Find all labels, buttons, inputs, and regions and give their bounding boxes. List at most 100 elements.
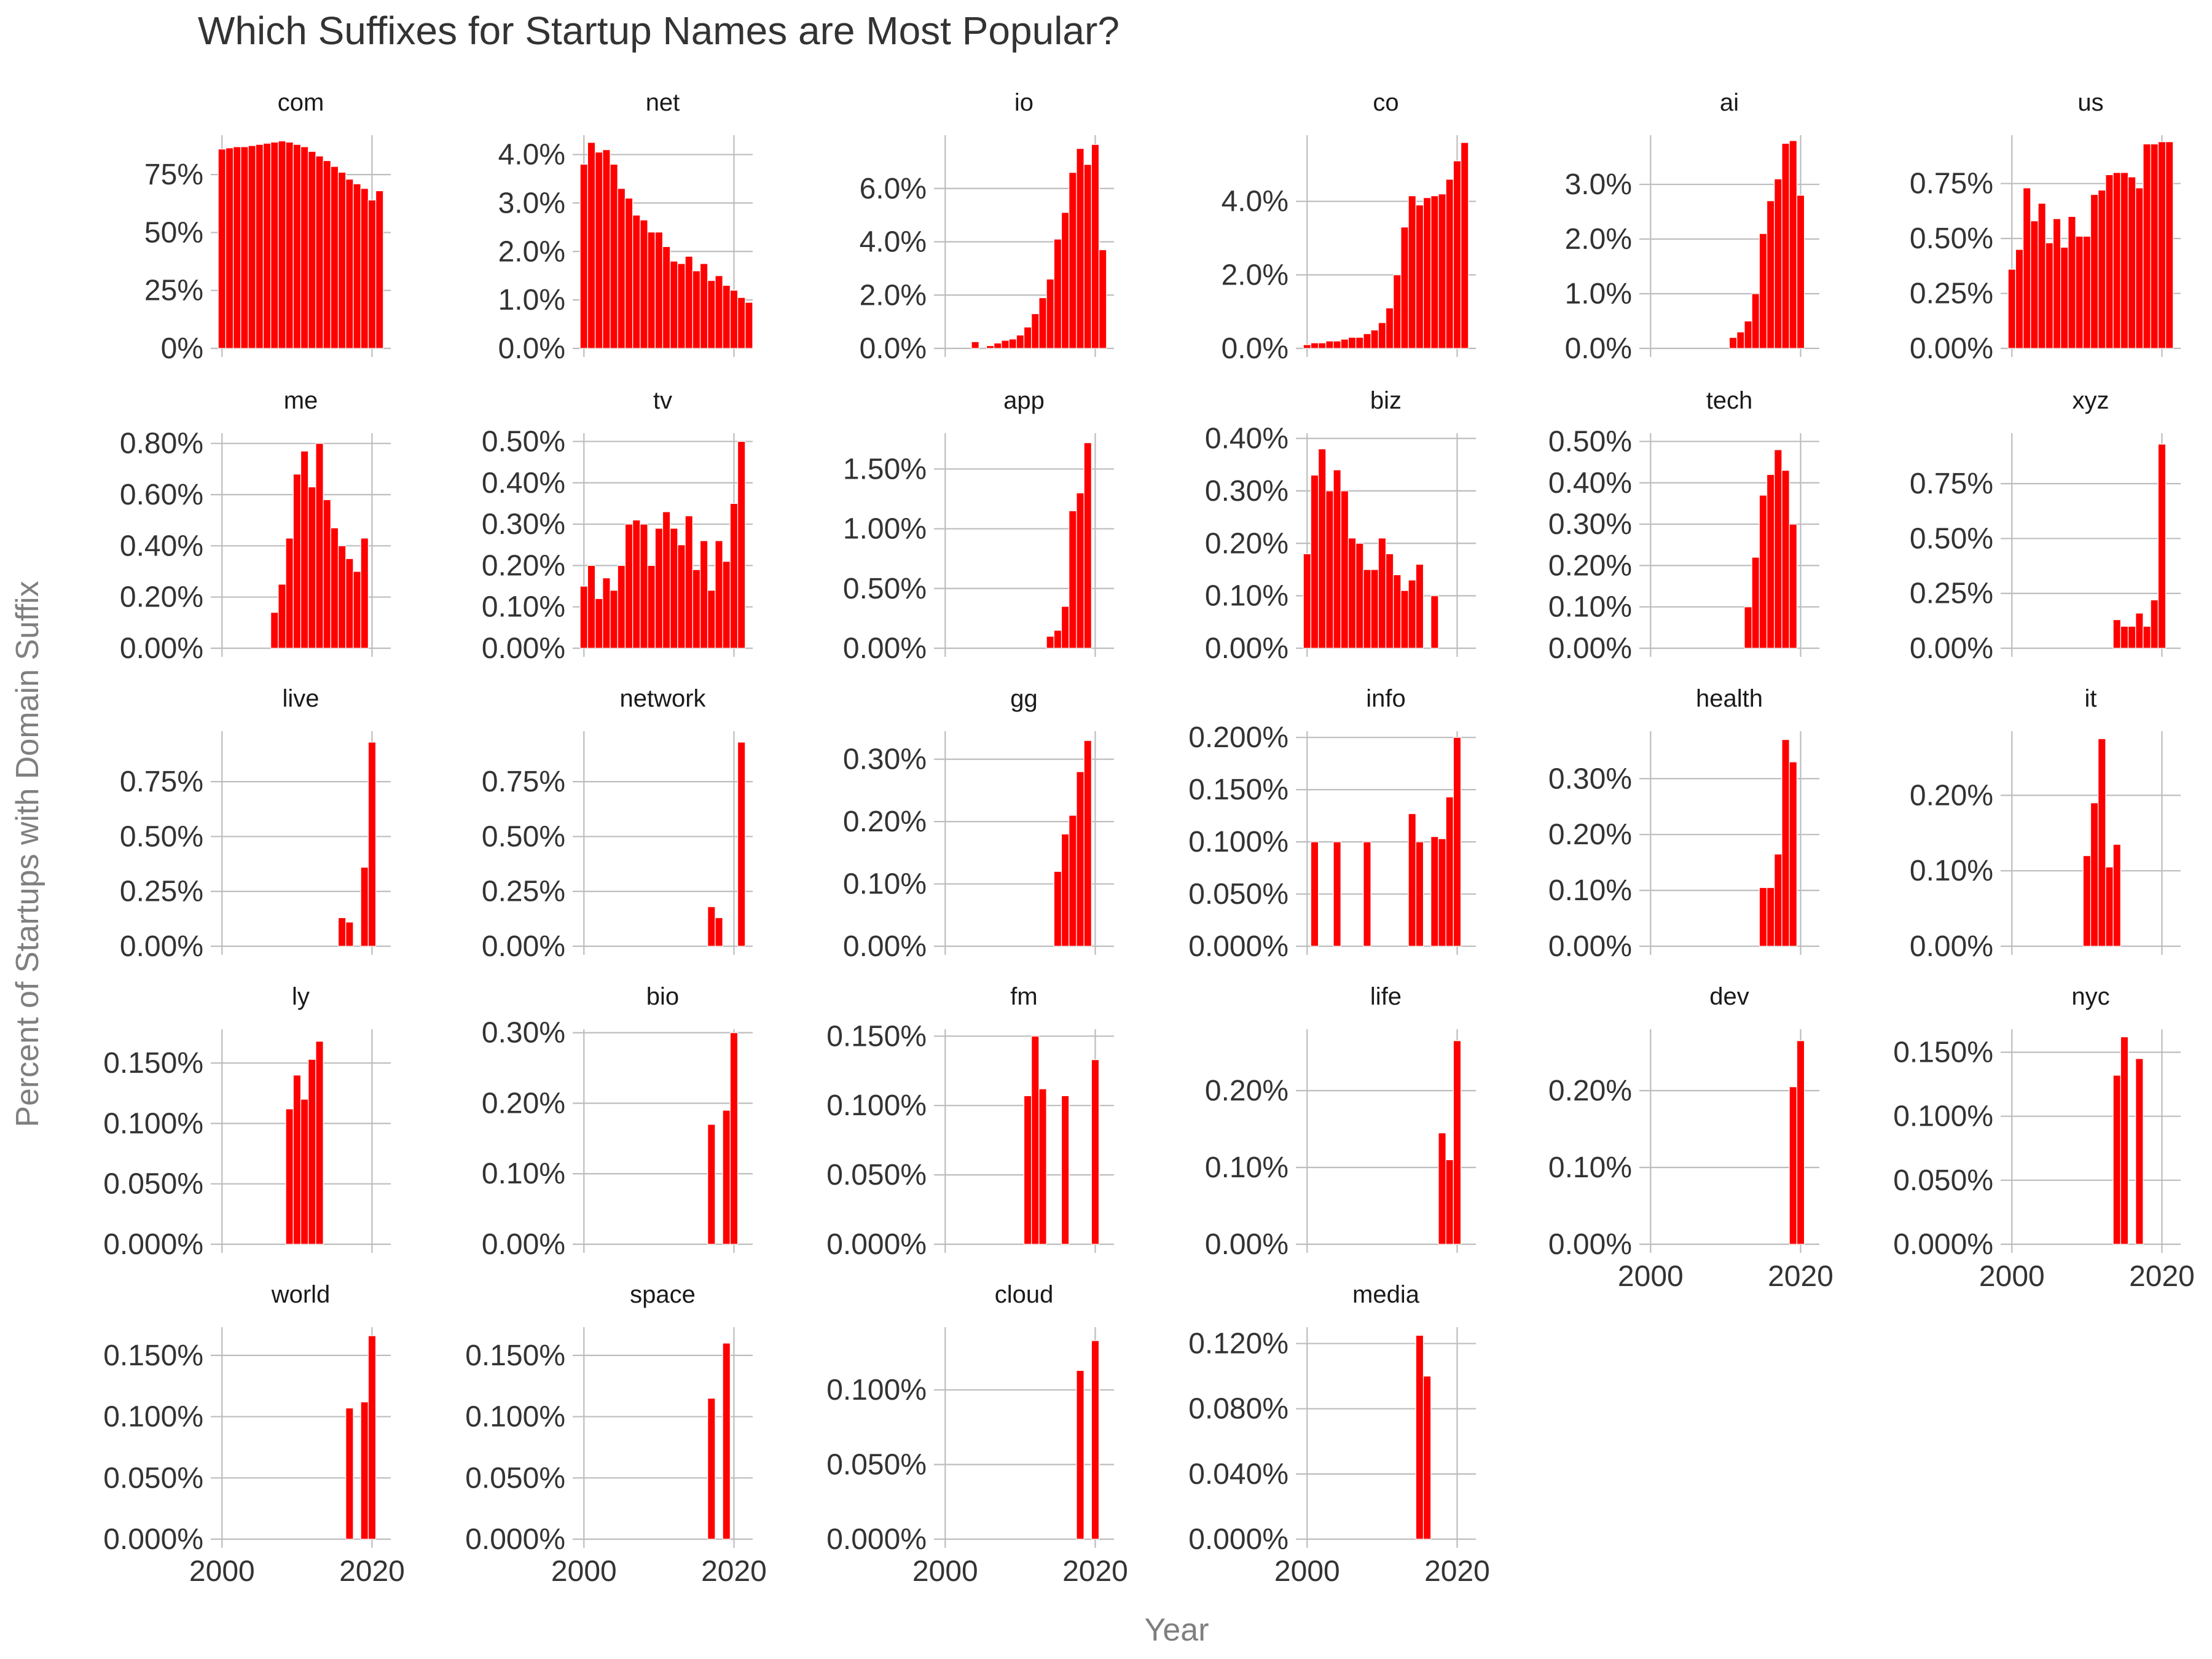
bar-net-2008: [640, 219, 648, 349]
bar-io-2015: [1053, 238, 1062, 349]
y-tick-label: 1.0%: [498, 284, 565, 316]
y-tick-label: 0.050%: [826, 1449, 927, 1481]
bar-me-2015: [330, 527, 339, 649]
bar-com-2015: [330, 166, 339, 349]
y-tick-label: 6.0%: [860, 173, 927, 205]
y-tick-label: 0.00%: [1910, 332, 1993, 365]
bar-media-2015: [1415, 1335, 1424, 1540]
y-tick-label: 0.100%: [1893, 1100, 1993, 1133]
bar-fm-2020: [1091, 1059, 1100, 1245]
x-tick-label: 2000: [189, 1555, 255, 1588]
bar-network-2021: [737, 742, 746, 947]
bar-net-2000: [579, 163, 589, 349]
bar-io-2021: [1098, 249, 1107, 349]
bar-io-2013: [1038, 297, 1047, 349]
y-tick-label: 0.00%: [1548, 1228, 1632, 1261]
y-tick-label: 0.00%: [1205, 632, 1288, 665]
y-tick-label: 0.050%: [1893, 1164, 1993, 1197]
y-tick-label: 0.100%: [1188, 826, 1288, 858]
bar-us-2010: [2082, 235, 2092, 349]
facet-panel-net: net 0.0% 1.0% 2.0% 3.0% 4.0%: [498, 89, 753, 365]
bar-me-2009: [285, 538, 294, 649]
y-tick-label: 0.000%: [465, 1523, 565, 1556]
bar-tv-2001: [587, 565, 596, 649]
y-tick-label: 0.20%: [1205, 527, 1288, 560]
y-tick-label: 0.10%: [482, 591, 565, 624]
bar-info-2001: [1310, 841, 1319, 947]
facet-label: gg: [1010, 685, 1038, 712]
y-tick-label: 0.100%: [826, 1089, 927, 1122]
bar-info-2020: [1453, 737, 1462, 947]
bar-live-2016: [337, 917, 347, 947]
y-tick-label: 0.100%: [826, 1374, 927, 1406]
y-tick-label: 4.0%: [498, 139, 565, 171]
y-tick-label: 0.00%: [120, 930, 203, 963]
bar-ai-2018: [1781, 143, 1790, 349]
bar-info-2017: [1430, 836, 1439, 947]
y-tick-label: 0.10%: [1205, 580, 1288, 613]
bar-biz-2007: [1355, 543, 1364, 649]
x-tick-label: 2020: [1768, 1260, 1834, 1293]
y-tick-label: 0.000%: [1893, 1228, 1993, 1261]
x-tick-label: 2000: [1618, 1260, 1684, 1293]
bar-biz-2015: [1415, 563, 1424, 649]
y-tick-label: 0.200%: [1188, 721, 1288, 754]
bar-biz-2017: [1430, 595, 1439, 649]
y-tick-label: 0.0%: [498, 332, 565, 365]
bar-com-2011: [300, 146, 309, 349]
panels-layer: com 0% 25% 50% 75% net 0.0% 1.0% 2.0% 3.0% 4.0% io 0…: [103, 89, 2195, 1588]
facet-label: info: [1366, 685, 1406, 712]
y-tick-label: 0.00%: [482, 1228, 565, 1261]
bar-bio-2017: [707, 1124, 716, 1245]
bar-tv-2009: [647, 565, 656, 649]
bar-us-2017: [2135, 187, 2144, 349]
x-tick-label: 2000: [1274, 1555, 1340, 1588]
bar-io-2010: [1016, 334, 1025, 349]
bar-io-2009: [1008, 339, 1017, 349]
bar-biz-2000: [1303, 553, 1312, 649]
y-tick-label: 0.00%: [482, 930, 565, 963]
bar-me-2013: [315, 443, 324, 649]
bar-com-2005: [255, 144, 264, 349]
bar-xyz-2015: [2120, 626, 2129, 649]
facet-label: world: [271, 1281, 331, 1308]
bar-ly-2010: [292, 1075, 302, 1245]
y-tick-label: 0.000%: [103, 1523, 203, 1556]
bar-space-2017: [707, 1398, 716, 1540]
bar-net-2014: [684, 256, 693, 349]
y-tick-label: 0.20%: [482, 1087, 565, 1120]
bar-ly-2011: [300, 1099, 309, 1245]
bar-com-2009: [285, 141, 294, 349]
bar-ai-2011: [1728, 337, 1738, 349]
y-tick-label: 0.10%: [843, 868, 927, 901]
y-tick-label: 0.10%: [1548, 591, 1632, 624]
y-tick-label: 0.30%: [1548, 763, 1632, 795]
bar-tv-2005: [617, 565, 626, 649]
bar-us-2002: [2023, 187, 2031, 349]
bar-xyz-2016: [2127, 626, 2136, 649]
facet-label: media: [1352, 1281, 1420, 1308]
bar-health-2016: [1766, 887, 1775, 947]
facet-label: health: [1696, 685, 1763, 712]
y-tick-label: 3.0%: [498, 187, 565, 219]
facet-panel-media: media 0.000% 0.040% 0.080% 0.120% 2000 2020: [1188, 1281, 1490, 1588]
y-axis-title: Percent of Startups with Domain Suffix: [10, 581, 45, 1127]
bar-co-2009: [1370, 329, 1379, 349]
bar-net-2021: [737, 297, 746, 349]
bar-co-2012: [1393, 274, 1402, 349]
bar-bio-2020: [729, 1032, 739, 1245]
bar-io-2007: [994, 342, 1002, 349]
bar-biz-2012: [1393, 574, 1402, 649]
y-tick-label: 0.150%: [1188, 774, 1288, 806]
bar-us-2014: [2112, 172, 2121, 349]
bar-us-2015: [2120, 172, 2129, 349]
y-tick-label: 50%: [144, 216, 203, 249]
y-tick-label: 0.25%: [1910, 278, 1993, 310]
y-tick-label: 0.050%: [103, 1462, 203, 1494]
y-tick-label: 2.0%: [860, 279, 927, 312]
bar-tv-2003: [602, 577, 611, 649]
y-tick-label: 0.50%: [1910, 522, 1993, 555]
bar-co-2017: [1430, 195, 1439, 349]
bar-me-2012: [308, 486, 316, 649]
y-tick-label: 0.10%: [1205, 1151, 1288, 1184]
